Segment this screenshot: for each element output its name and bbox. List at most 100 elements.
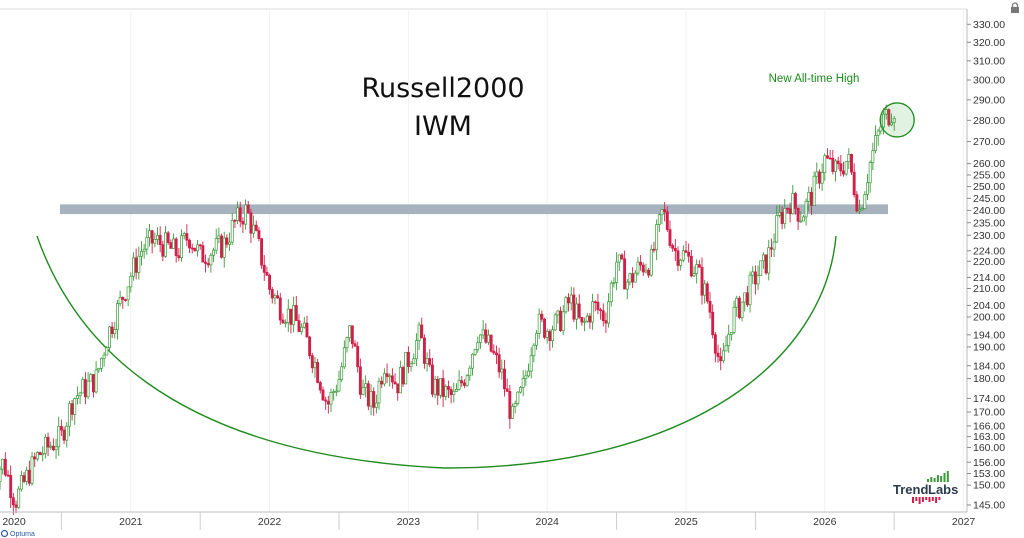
candle-down xyxy=(204,261,207,264)
resistance-band xyxy=(60,204,888,215)
candle-up xyxy=(628,273,632,283)
candle-down xyxy=(484,329,488,343)
candle-down xyxy=(428,358,432,366)
candle-down xyxy=(254,224,258,231)
logo-bar xyxy=(915,497,918,501)
y-tick-label: 204.00 xyxy=(973,300,1005,312)
candle-up xyxy=(679,259,683,266)
candle-up xyxy=(1,458,5,470)
candle-up xyxy=(329,391,333,405)
candle-down xyxy=(406,351,410,367)
candle-up xyxy=(500,368,504,373)
candle-up xyxy=(729,332,733,335)
candle-up xyxy=(19,475,23,490)
candle-down xyxy=(372,391,376,408)
chart-subtitle: IWM xyxy=(414,111,472,142)
y-tick-label: 210.00 xyxy=(973,283,1005,295)
candle-down xyxy=(51,445,55,451)
candle-up xyxy=(286,308,290,323)
candle-down xyxy=(91,374,95,393)
candle-down xyxy=(134,257,138,273)
candle-down xyxy=(316,362,320,383)
candle-down xyxy=(198,244,202,247)
y-tick-label: 260.00 xyxy=(973,158,1005,170)
candle-up xyxy=(244,204,248,225)
candle-up xyxy=(382,373,386,385)
candle-down xyxy=(671,245,675,249)
candle-down xyxy=(249,212,253,234)
candle-up xyxy=(332,391,336,393)
x-tick-label: 2025 xyxy=(674,516,698,528)
candle-down xyxy=(150,230,154,244)
candle-down xyxy=(6,474,10,477)
candle-up xyxy=(866,182,869,195)
candle-up xyxy=(345,337,349,349)
candle-down xyxy=(577,303,581,318)
candle-up xyxy=(890,122,893,126)
candle-down xyxy=(631,273,635,283)
candle-up xyxy=(479,334,482,343)
candle-down xyxy=(193,247,197,252)
candle-down xyxy=(310,355,314,369)
candle-up xyxy=(649,248,653,276)
vertical-gridlines xyxy=(130,9,965,512)
candle-down xyxy=(70,403,74,415)
candle-up xyxy=(180,235,183,258)
candle-up xyxy=(126,286,130,301)
candle-down xyxy=(393,381,397,385)
candle-down xyxy=(836,160,840,165)
candle-up xyxy=(273,295,277,299)
lock-icon[interactable] xyxy=(1011,2,1019,13)
candle-up xyxy=(156,235,159,240)
candle-down xyxy=(665,211,669,230)
candle-down xyxy=(289,308,293,325)
candle-up xyxy=(519,387,522,393)
logo-bar xyxy=(912,497,914,503)
candle-up xyxy=(545,331,549,338)
candle-up xyxy=(409,363,413,367)
y-tick-label: 160.00 xyxy=(973,442,1005,454)
x-tick-label: 2023 xyxy=(397,516,421,528)
candle-up xyxy=(361,387,365,395)
candle-down xyxy=(396,383,400,394)
candle-down xyxy=(174,238,178,257)
candle-up xyxy=(17,488,21,508)
candle-down xyxy=(321,389,325,401)
candle-up xyxy=(75,395,79,399)
candle-up xyxy=(871,150,875,163)
candle-down xyxy=(826,155,829,159)
y-tick-label: 310.00 xyxy=(973,55,1005,67)
candle-down xyxy=(460,380,464,384)
candle-up xyxy=(252,224,256,234)
chart-title: Russell2000 xyxy=(361,73,524,104)
candle-up xyxy=(313,362,317,369)
candle-down xyxy=(233,219,237,222)
candle-up xyxy=(551,329,554,341)
candle-down xyxy=(705,283,709,302)
candle-down xyxy=(380,380,384,385)
candle-down xyxy=(737,297,741,319)
candle-up xyxy=(847,154,851,163)
candle-up xyxy=(660,209,664,216)
candle-up xyxy=(452,390,456,396)
candle-down xyxy=(305,322,309,338)
candle-down xyxy=(366,383,370,407)
y-tick-label: 224.00 xyxy=(973,245,1005,257)
candle-down xyxy=(188,239,191,249)
y-tick-label: 214.00 xyxy=(973,272,1005,284)
logo-bar xyxy=(946,471,949,482)
candle-up xyxy=(617,254,621,263)
candle-down xyxy=(158,235,162,245)
x-tick-label: 2020 xyxy=(2,516,26,528)
candle-up xyxy=(340,366,344,380)
candle-down xyxy=(446,386,450,390)
logo-bar xyxy=(930,477,933,482)
candle-up xyxy=(535,333,538,346)
candle-up xyxy=(511,405,514,419)
candle-up xyxy=(801,216,805,222)
candle-down xyxy=(580,316,584,323)
candle-up xyxy=(35,452,39,460)
candle-down xyxy=(350,325,354,345)
